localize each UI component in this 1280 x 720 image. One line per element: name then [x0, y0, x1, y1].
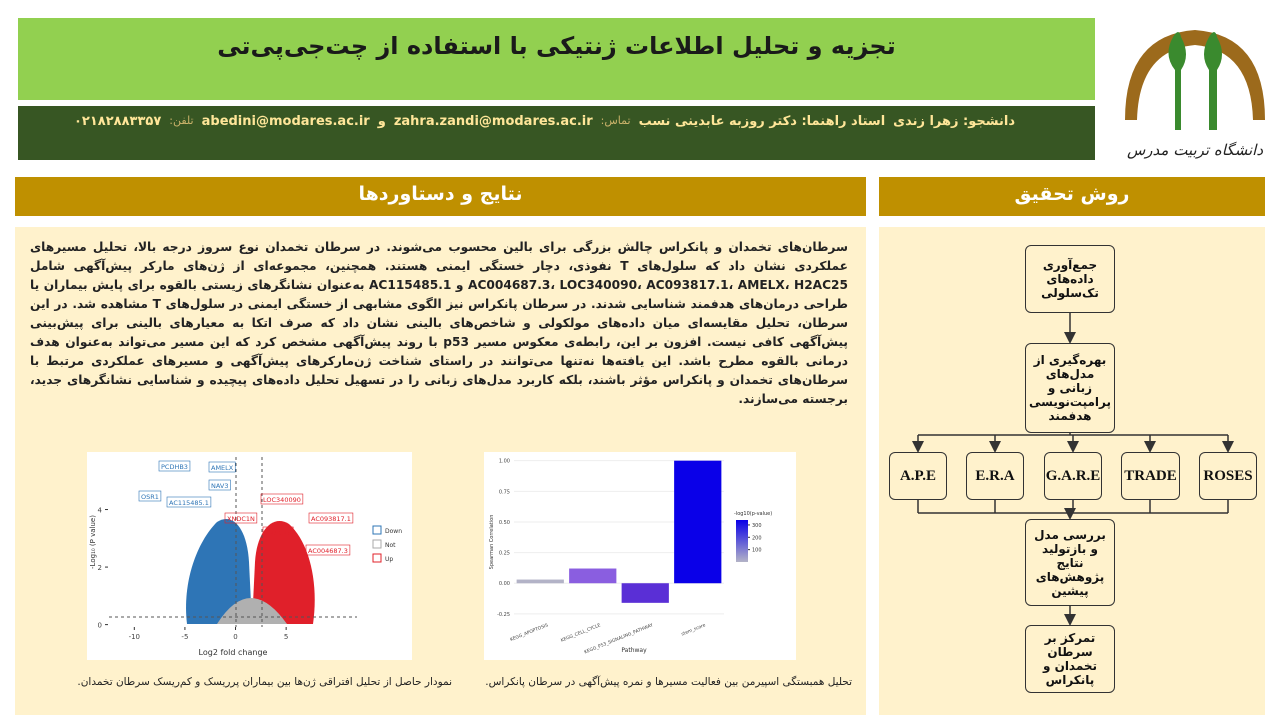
bar [621, 583, 669, 603]
bar [516, 579, 564, 584]
volcano-plot: -10 -5 0 5 0 2 4 Log2 fold change -Log₁₀ (P valu… [87, 452, 412, 660]
legend-label: Not [385, 542, 396, 549]
gene-label-box [305, 544, 351, 556]
x-tick-label: KEGG_CELL_CYCLE [560, 622, 602, 643]
contact-label: تماس: [600, 114, 631, 127]
y-tick-label: 0.50 [499, 520, 510, 526]
y-tick-label: 0.75 [499, 489, 510, 495]
legend-swatch [372, 525, 382, 535]
flow-node: بهره‌گیری از مدل‌های زبانی و پرامپت‌نویس… [1025, 343, 1115, 433]
y-tick-label: 4 [98, 507, 103, 515]
gene-label: NAV3 [211, 482, 228, 490]
gene-label-box [158, 460, 191, 472]
correlation-caption: تحلیل همبستگی اسپیرمن بین فعالیت مسیرها … [485, 676, 852, 688]
gene-label: XNDC1N [227, 515, 255, 523]
student: دانشجو: زهرا زندی [893, 114, 1015, 129]
legend-tick-label: 300 [752, 523, 762, 529]
email: abedini@modares.ac.ir [201, 114, 370, 129]
flow-connectors [912, 313, 1234, 626]
legend-tick-label: 200 [752, 535, 762, 541]
flow-node: G.A.R.E [1044, 452, 1102, 500]
flow-node: E.R.A [966, 452, 1024, 500]
flow-node: A.P.E [889, 452, 947, 500]
flow-node: جمع‌آوری داده‌های تک‌سلولی [1025, 245, 1115, 313]
gene-label-box [224, 512, 258, 524]
gene-label-box [262, 526, 294, 538]
volcano-caption: نمودار حاصل از تحلیل افتراقی ژن‌ها بین ب… [77, 676, 452, 688]
flow-node: تمرکز بر سرطان تخمدان و پانکراس [1025, 625, 1115, 693]
correlation-plot: 1.00 0.75 0.50 0.25 0.00 -0.25 KEGG_APOPTOSIS K… [484, 452, 796, 660]
y-axis-label: -Log₁₀ (P value) [89, 515, 97, 569]
supervisor: استاد راهنما: دکتر روزبه عابدینی نسب [638, 114, 886, 129]
x-tick-label: KEGG_APOPTOSIS [509, 622, 549, 643]
phone-label: تلفن: [169, 114, 194, 127]
y-tick-label: 2 [98, 564, 102, 572]
legend-swatch [372, 553, 382, 563]
gene-label: LOC340090 [263, 496, 301, 504]
and: و [377, 114, 386, 129]
x-axis-label: Log2 fold change [199, 648, 268, 657]
legend-gradient [736, 520, 748, 562]
results-text: سرطان‌های تخمدان و پانکراس چالش بزرگی بر… [30, 240, 849, 406]
gene-label: OSR1 [141, 493, 159, 501]
legend-label: Down [385, 528, 402, 535]
gene-label: AC115485.1 [169, 499, 209, 507]
y-tick-label: 0.00 [499, 581, 510, 587]
gene-label: AMELX [211, 464, 234, 472]
flow-node: TRADE [1121, 452, 1180, 500]
logo-text: دانشگاه تربیت مدرس [1127, 141, 1263, 159]
y-tick-label: -0.25 [497, 612, 510, 618]
y-tick-label: 0 [98, 622, 102, 630]
y-axis-label: Spearman Correlation [489, 515, 495, 570]
legend-swatch [372, 539, 382, 549]
title: تجزیه و تحلیل اطلاعات ژنتیکی با استفاده … [18, 18, 1095, 100]
info-bar: دانشجو: زهرا زندی استاد راهنما: دکتر روز… [18, 106, 1095, 160]
x-tick-label: -5 [181, 633, 188, 641]
legend-label: Up [385, 556, 393, 563]
flow-node: بررسی مدل و بازتولید نتایج پژوهش‌های پیش… [1025, 519, 1115, 606]
gene-label-box [308, 512, 354, 524]
x-tick-label: 5 [284, 633, 288, 641]
gene-label-box [208, 479, 231, 491]
logo: دانشگاه تربیت مدرس [1125, 30, 1265, 159]
legend-title: -log10(p-value) [734, 511, 772, 517]
gene-label: PCDHB3 [161, 463, 188, 471]
methods-heading: روش تحقیق [879, 177, 1265, 216]
phone: ۰۲۱۸۲۸۸۳۳۵۷ [73, 114, 162, 129]
gene-label-box [208, 461, 236, 473]
y-tick-label: 0.25 [499, 551, 510, 557]
legend-tick-label: 100 [752, 548, 762, 554]
x-tick-label: 0 [233, 633, 237, 641]
gene-label-box [138, 490, 162, 502]
gene-label: AC093817.1 [311, 515, 351, 523]
gene-label: AC004687.3 [308, 547, 348, 555]
gene-label-box [166, 496, 212, 508]
flow-node: ROSES [1199, 452, 1257, 500]
y-tick-label: 1.00 [499, 459, 510, 465]
bar [569, 568, 617, 584]
x-tick-label: -10 [129, 633, 140, 641]
x-tick-label: stem_score [681, 622, 707, 637]
gene-label-box [260, 493, 304, 505]
x-axis-label: Pathway [621, 647, 647, 654]
email: zahra.zandi@modares.ac.ir [393, 114, 593, 129]
bar [674, 460, 722, 584]
gene-label: H2AC25 [265, 529, 291, 537]
results-heading: نتایج و دستاوردها [15, 177, 866, 216]
